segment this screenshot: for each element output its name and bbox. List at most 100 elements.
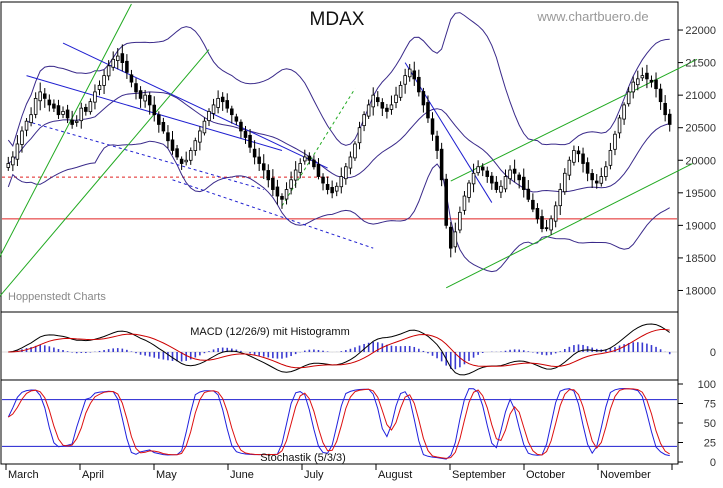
candle-body bbox=[567, 159, 572, 176]
candle-body bbox=[6, 163, 11, 168]
candle-body bbox=[234, 116, 239, 122]
candle-body bbox=[65, 109, 70, 119]
candle-body bbox=[179, 158, 184, 164]
candle-body bbox=[540, 216, 544, 230]
stochastic-axis-label: 25 bbox=[704, 438, 716, 450]
candle-body bbox=[544, 227, 549, 230]
stochastic-d-line bbox=[8, 388, 670, 459]
candle-body bbox=[649, 79, 654, 83]
candle-body bbox=[576, 150, 581, 155]
macd-signal-line bbox=[8, 329, 670, 369]
candle-body bbox=[521, 176, 526, 190]
stochastic-label: Stochastik (5/3/3) bbox=[260, 452, 346, 464]
candle-body bbox=[394, 94, 398, 103]
candle-body bbox=[517, 174, 521, 181]
candle-body bbox=[170, 139, 175, 151]
macd-panel bbox=[2, 323, 677, 376]
candle-body bbox=[211, 104, 216, 114]
price-axis-label: 19000 bbox=[685, 220, 716, 232]
candle-body bbox=[321, 176, 325, 184]
chart-title: MDAX bbox=[310, 9, 365, 30]
candle-body bbox=[458, 211, 462, 231]
stochastic-axis-label: 75 bbox=[704, 399, 716, 411]
stochastic-panel bbox=[2, 387, 677, 460]
candle-body bbox=[61, 111, 65, 115]
candle-body bbox=[52, 103, 56, 109]
candle-body bbox=[38, 91, 42, 102]
price-axis-label: 21500 bbox=[685, 58, 716, 70]
candle-body bbox=[494, 181, 499, 190]
stochastic-k-line bbox=[7, 387, 670, 460]
candle-body bbox=[626, 91, 631, 105]
candle-body bbox=[157, 114, 161, 125]
candle-body bbox=[74, 120, 79, 123]
candle-body bbox=[485, 170, 490, 177]
month-label: November bbox=[600, 469, 651, 481]
trend-line-blue-1 bbox=[62, 42, 328, 169]
month-label: June bbox=[230, 469, 254, 481]
trend-line-blue-3 bbox=[26, 120, 264, 191]
month-label: July bbox=[304, 469, 324, 481]
trend-line-green-3 bbox=[281, 88, 356, 207]
candle-body bbox=[645, 72, 649, 80]
candle-body bbox=[658, 88, 663, 103]
candle-body bbox=[366, 104, 371, 117]
macd-axis-label: 0 bbox=[710, 347, 716, 359]
candle-body bbox=[24, 120, 29, 131]
candle-body bbox=[106, 65, 111, 77]
candle-body bbox=[362, 114, 366, 127]
axes: 18000 18500 19000 19500 20000 20500 21000 21500… bbox=[5, 25, 716, 481]
candle-body bbox=[147, 95, 152, 106]
candle-body bbox=[508, 169, 512, 180]
candle-body bbox=[307, 155, 312, 161]
candle-body bbox=[280, 195, 284, 200]
candle-body bbox=[102, 75, 106, 86]
candle-body bbox=[636, 78, 640, 86]
macd-label: MACD (12/26/9) mit Histogramm bbox=[190, 326, 350, 338]
candle-body bbox=[47, 99, 52, 106]
candle-body bbox=[243, 130, 248, 138]
candle-body bbox=[125, 60, 129, 73]
candle-body bbox=[220, 96, 225, 103]
trend-line-green-2 bbox=[0, 49, 210, 297]
candle-body bbox=[266, 170, 271, 181]
stoch-panel-frame bbox=[0, 379, 679, 465]
price-axis-label: 20000 bbox=[685, 155, 716, 167]
candle-body bbox=[572, 150, 576, 163]
candle-body bbox=[303, 156, 307, 162]
candle-body bbox=[111, 58, 115, 68]
month-label: March bbox=[8, 469, 39, 481]
candle-body bbox=[563, 172, 567, 193]
candle-body bbox=[376, 97, 380, 103]
month-label: September bbox=[452, 469, 506, 481]
candle-body bbox=[380, 102, 385, 109]
candle-body bbox=[471, 172, 476, 185]
candle-body bbox=[257, 156, 261, 164]
candle-body bbox=[175, 148, 179, 158]
candle-body bbox=[339, 176, 344, 188]
candle-body bbox=[439, 148, 444, 181]
month-label: May bbox=[156, 469, 177, 481]
candle-body bbox=[389, 104, 394, 110]
price-axis-label: 19500 bbox=[685, 188, 716, 200]
candle-body bbox=[316, 163, 321, 177]
candle-body bbox=[462, 195, 467, 211]
candle-body bbox=[334, 185, 339, 192]
candle-body bbox=[252, 148, 257, 158]
bollinger-upper bbox=[7, 12, 670, 147]
candle-body bbox=[20, 130, 24, 145]
candle-body bbox=[604, 166, 608, 177]
price-panel-frame bbox=[0, 1, 679, 313]
price-axis-label: 20500 bbox=[685, 123, 716, 135]
trend-line-green-5 bbox=[445, 163, 693, 289]
candle-body bbox=[608, 150, 613, 166]
candle-body bbox=[490, 175, 494, 184]
candle-body bbox=[11, 156, 15, 166]
candle-body bbox=[585, 162, 590, 174]
candle-body bbox=[298, 163, 302, 173]
candle-body bbox=[56, 105, 61, 116]
candle-body bbox=[129, 74, 134, 83]
candle-body bbox=[476, 166, 480, 174]
candle-body bbox=[448, 226, 453, 249]
